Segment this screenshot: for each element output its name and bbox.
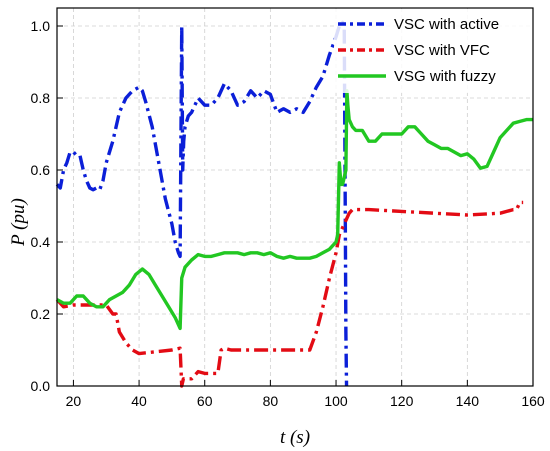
x-tick-label: 120 xyxy=(390,393,414,409)
x-tick-label: 20 xyxy=(66,393,82,409)
series-line-3 xyxy=(56,89,533,331)
y-tick-label: 0.6 xyxy=(31,162,51,178)
y-tick-label: 0.0 xyxy=(31,378,51,394)
x-tick-label: 140 xyxy=(456,393,480,409)
y-tick-label: 1.0 xyxy=(31,18,51,34)
x-tick-label: 160 xyxy=(521,393,545,409)
x-tick-label: 80 xyxy=(263,393,279,409)
x-axis-title: t (s) xyxy=(280,427,310,448)
legend: VSC with active VSC with VFC VSG with fuzz… xyxy=(334,9,531,93)
y-axis-title: P (pu) xyxy=(8,198,29,247)
y-tick-label: 0.4 xyxy=(31,234,51,250)
series-line-2 xyxy=(55,200,524,388)
plot-border xyxy=(56,7,534,387)
series-line-1 xyxy=(55,20,349,387)
y-tick-label: 0.8 xyxy=(31,90,51,106)
legend-label-2: VSC with VFC xyxy=(394,42,490,59)
axis-ticks: 20 40 60 80 100 120 140 160 0.0 0.2 0.4 0.6 0.8 1.0 xyxy=(31,18,545,409)
x-tick-label: 100 xyxy=(324,393,348,409)
series-group xyxy=(55,20,533,388)
legend-label-1: VSC with active xyxy=(394,16,499,33)
x-tick-label: 60 xyxy=(197,393,213,409)
legend-box xyxy=(334,9,531,93)
legend-label-3: VSG with fuzzy xyxy=(394,68,496,85)
plot-frame xyxy=(56,7,534,387)
x-tick-label: 40 xyxy=(131,393,147,409)
y-tick-label: 0.2 xyxy=(31,306,51,322)
